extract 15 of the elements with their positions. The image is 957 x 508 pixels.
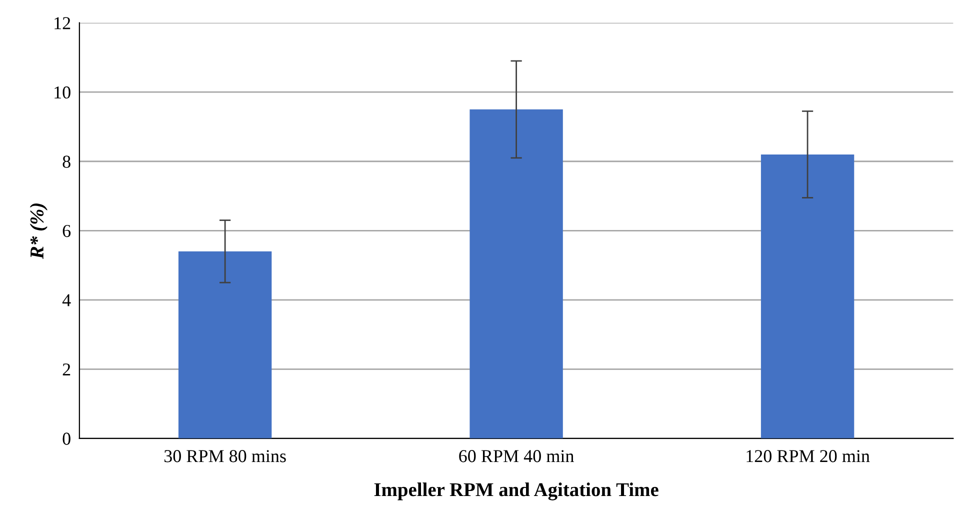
x-tick-label: 60 RPM 40 min — [459, 450, 574, 462]
y-tick-label: 8 — [62, 156, 70, 168]
bar — [470, 109, 563, 438]
y-tick-label: 12 — [54, 17, 70, 30]
bar — [760, 154, 854, 438]
y-tick-label: 10 — [54, 86, 70, 99]
y-tick-label: 6 — [62, 224, 71, 238]
x-axis-title: Impeller RPM and Agitation Time — [374, 482, 658, 500]
y-axis-title: R* (%) — [30, 204, 48, 260]
y-tick-label: 4 — [62, 294, 71, 306]
y-tick-label: 2 — [62, 363, 70, 376]
bar — [178, 251, 272, 438]
x-tick-label: 30 RPM 80 mins — [164, 450, 286, 462]
x-tick-label: 120 RPM 20 min — [746, 450, 870, 462]
y-tick-label: 0 — [62, 432, 70, 445]
